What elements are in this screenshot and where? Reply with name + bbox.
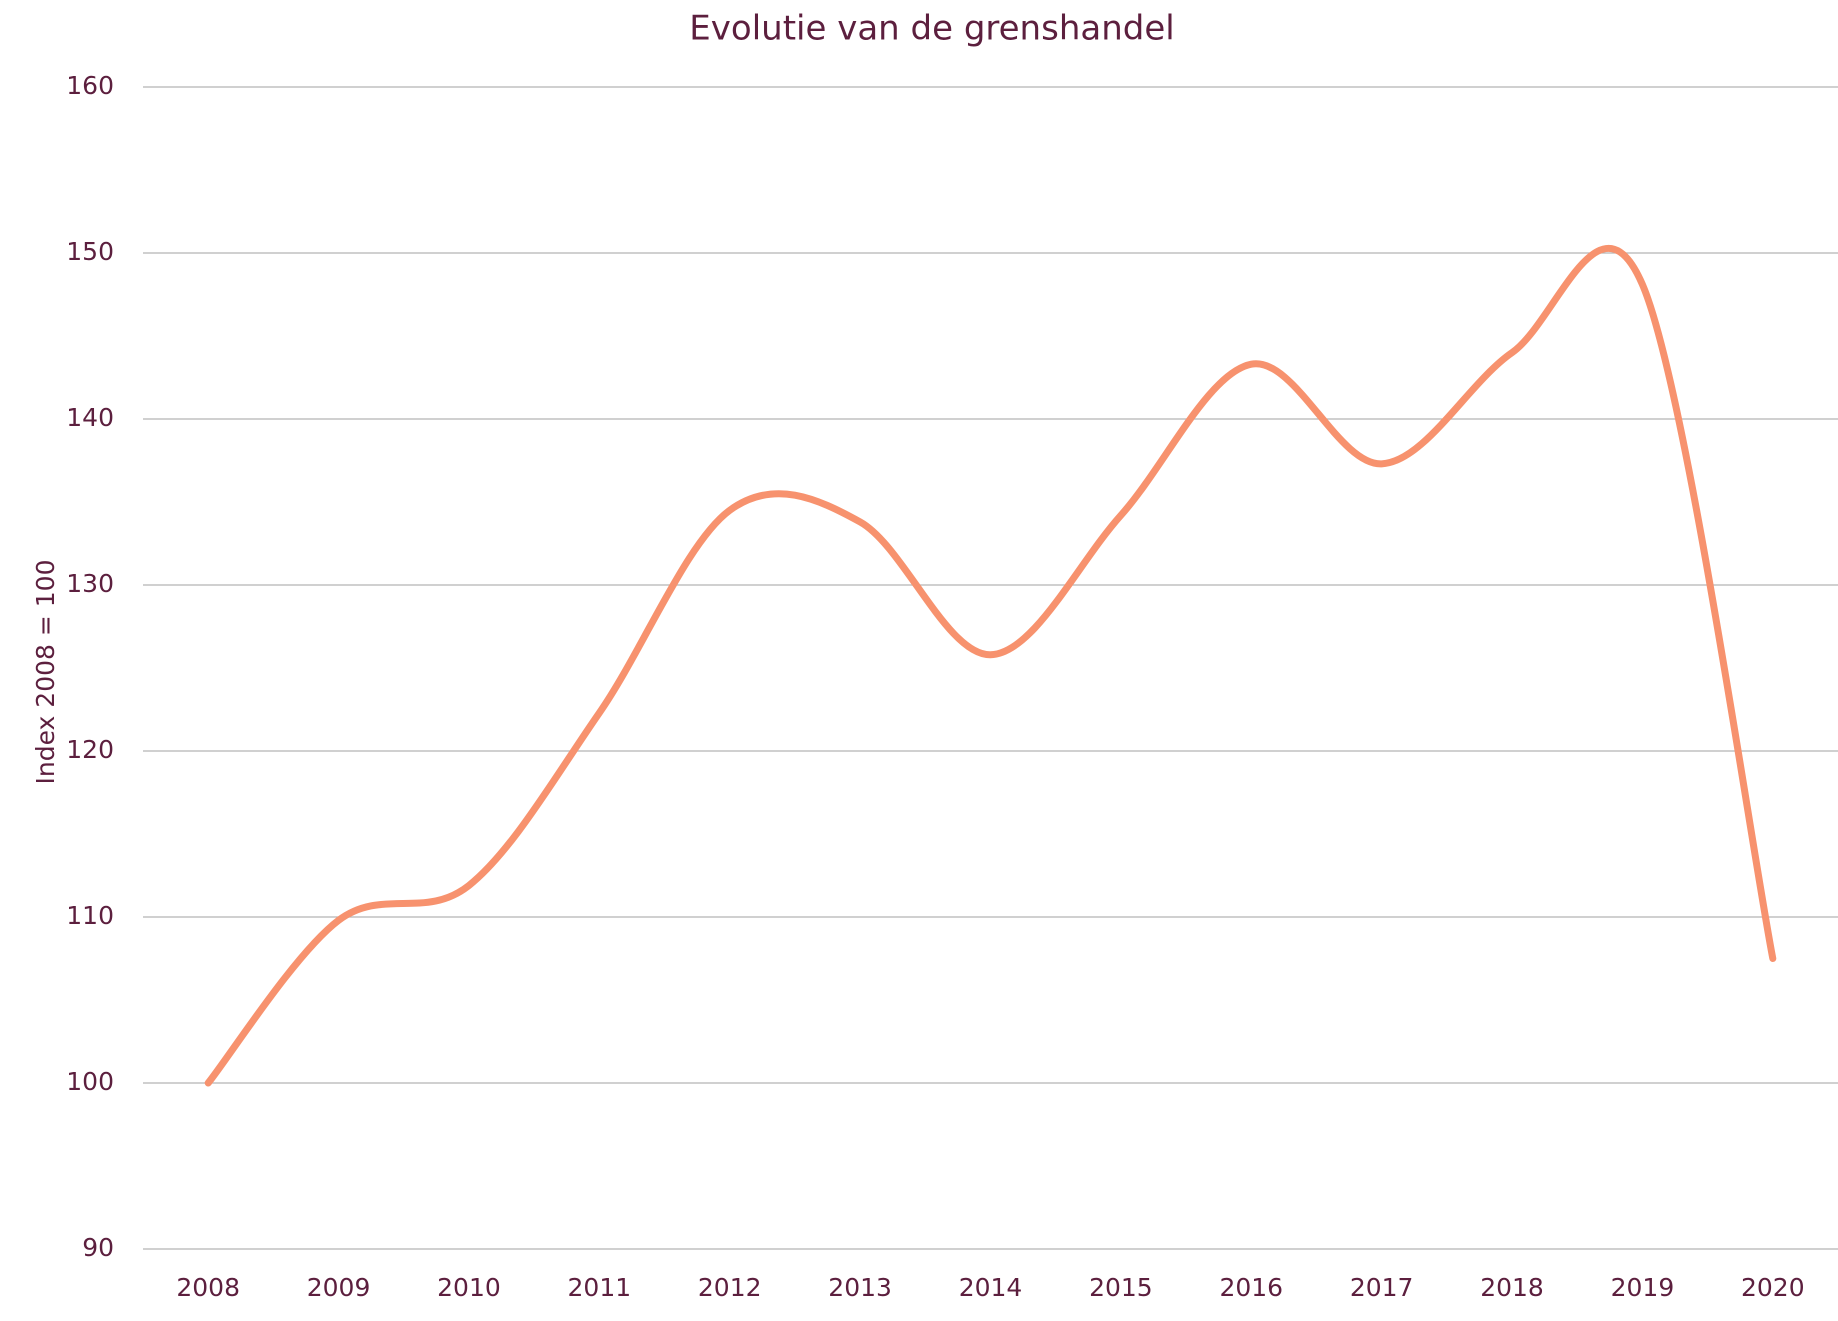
x-tick-label: 2010 [437, 1273, 501, 1302]
y-tick-label: 160 [66, 71, 114, 100]
y-tick-label: 100 [66, 1067, 114, 1096]
x-tick-label: 2015 [1089, 1273, 1153, 1302]
x-tick-label: 2011 [568, 1273, 632, 1302]
y-tick-label: 150 [66, 237, 114, 266]
x-tick-label: 2009 [307, 1273, 371, 1302]
y-tick-label: 110 [66, 901, 114, 930]
y-tick-label: 130 [66, 569, 114, 598]
x-tick-label: 2014 [959, 1273, 1023, 1302]
x-tick-label: 2019 [1611, 1273, 1675, 1302]
y-tick-label: 90 [82, 1233, 114, 1262]
x-tick-label: 2017 [1350, 1273, 1414, 1302]
chart-title: Evolutie van de grenshandel [689, 9, 1174, 49]
y-tick-label: 120 [66, 735, 114, 764]
x-tick-label: 2012 [698, 1273, 762, 1302]
line [204, 244, 1777, 1087]
x-tick-label: 2013 [828, 1273, 892, 1302]
y-axis-label: Index 2008 = 100 [31, 560, 60, 785]
x-tick-label: 2018 [1480, 1273, 1544, 1302]
y-tick-label: 140 [66, 403, 114, 432]
x-tick-label: 2016 [1219, 1273, 1283, 1302]
x-tick-label: 2020 [1741, 1273, 1805, 1302]
x-tick-label: 2008 [176, 1273, 240, 1302]
